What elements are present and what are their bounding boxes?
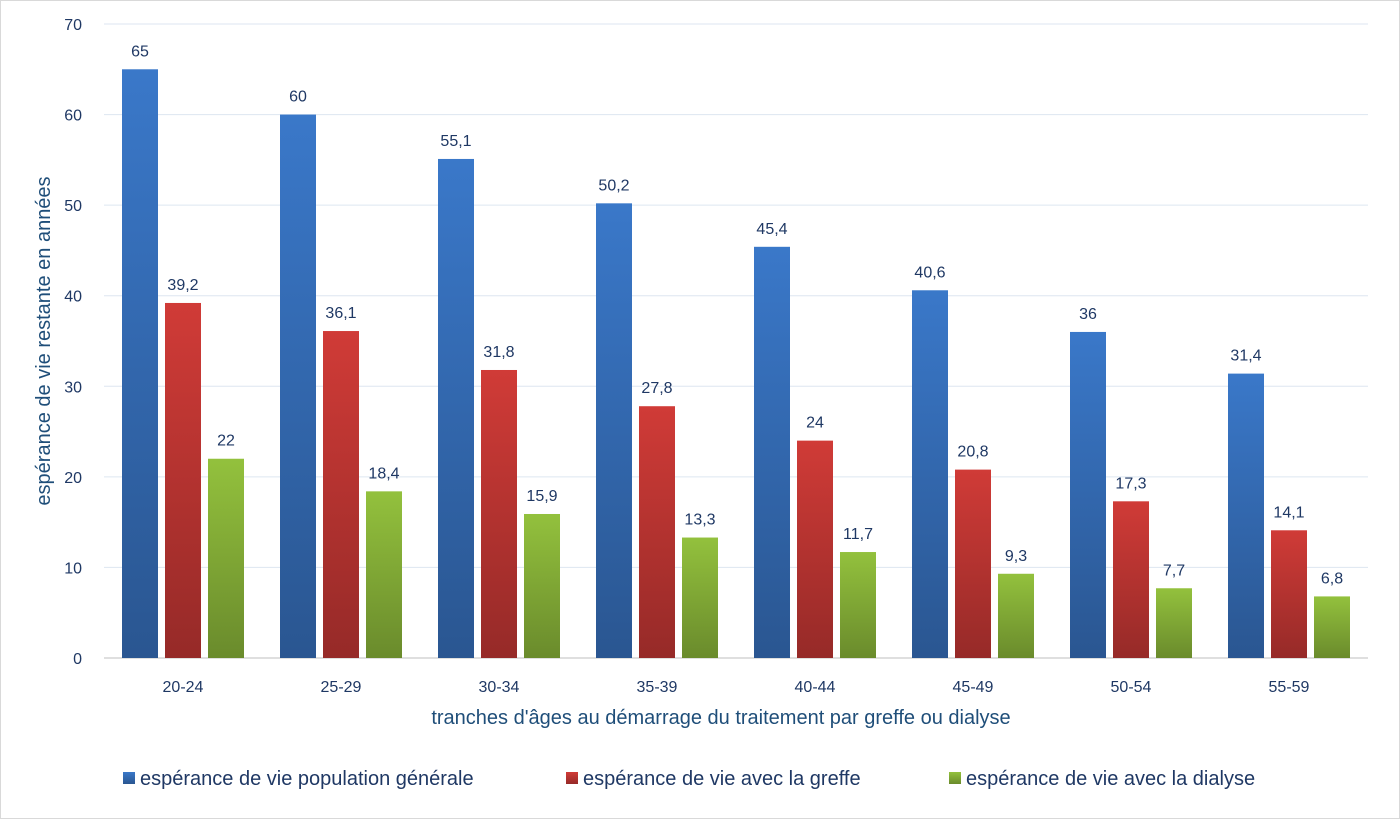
x-tick-label: 55-59 xyxy=(1269,679,1310,696)
x-axis-ticks: 20-24 25-29 30-34 35-39 40-44 45-49 50-54 55-59 xyxy=(163,679,1310,696)
bar xyxy=(1228,373,1264,658)
legend: espérance de vie population générale espé… xyxy=(123,768,1255,790)
x-tick-label: 45-49 xyxy=(953,679,994,696)
bar xyxy=(1156,588,1192,658)
x-tick-label: 20-24 xyxy=(163,679,204,696)
y-axis-title: espérance de vie restante en années xyxy=(33,176,55,505)
bar xyxy=(280,114,316,659)
x-tick-label: 30-34 xyxy=(479,679,520,696)
y-tick-label: 20 xyxy=(64,470,82,487)
bars xyxy=(122,69,1350,659)
data-label: 15,9 xyxy=(526,488,557,505)
y-tick-label: 0 xyxy=(73,651,82,668)
legend-label: espérance de vie avec la greffe xyxy=(583,768,861,790)
data-label: 22 xyxy=(217,433,235,450)
bar xyxy=(639,406,675,658)
data-labels: 65 39,2 22 60 36,1 18,4 55,1 31,8 15,9 50,2 27,8 13… xyxy=(131,43,1343,587)
data-label: 18,4 xyxy=(368,465,399,482)
bar xyxy=(1271,530,1307,658)
legend-label: espérance de vie avec la dialyse xyxy=(966,768,1255,790)
y-tick-label: 30 xyxy=(64,379,82,396)
data-label: 40,6 xyxy=(914,264,945,281)
bar xyxy=(323,331,359,658)
data-label: 60 xyxy=(289,89,307,106)
bar xyxy=(682,537,718,658)
data-label: 9,3 xyxy=(1005,548,1027,565)
y-tick-label: 10 xyxy=(64,560,82,577)
bar xyxy=(1070,331,1106,658)
y-tick-label: 50 xyxy=(64,198,82,215)
legend-swatch xyxy=(566,772,578,784)
bar xyxy=(208,458,244,658)
data-label: 6,8 xyxy=(1321,570,1343,587)
data-label: 65 xyxy=(131,43,149,60)
data-label: 36,1 xyxy=(325,305,356,322)
data-label: 36 xyxy=(1079,306,1097,323)
x-tick-label: 35-39 xyxy=(637,679,678,696)
bar xyxy=(912,290,948,658)
bar xyxy=(1314,596,1350,658)
data-label: 13,3 xyxy=(684,512,715,529)
x-axis-title: tranches d'âges au démarrage du traiteme… xyxy=(431,707,1010,729)
bar xyxy=(1113,501,1149,658)
y-axis-ticks: 0 10 20 30 40 50 60 70 xyxy=(64,17,82,668)
legend-swatch xyxy=(123,772,135,784)
bar xyxy=(122,69,158,659)
y-tick-label: 60 xyxy=(64,108,82,125)
data-label: 31,4 xyxy=(1230,348,1261,365)
data-label: 39,2 xyxy=(167,277,198,294)
bar xyxy=(366,491,402,658)
bar xyxy=(754,246,790,658)
data-label: 27,8 xyxy=(641,380,672,397)
y-tick-label: 70 xyxy=(64,17,82,34)
bar xyxy=(524,513,560,658)
data-label: 7,7 xyxy=(1163,562,1185,579)
data-label: 55,1 xyxy=(440,133,471,150)
bar xyxy=(797,440,833,658)
y-tick-label: 40 xyxy=(64,289,82,306)
legend-swatch xyxy=(949,772,961,784)
bar xyxy=(840,552,876,658)
x-tick-label: 40-44 xyxy=(795,679,836,696)
x-tick-label: 50-54 xyxy=(1111,679,1152,696)
x-tick-label: 25-29 xyxy=(321,679,362,696)
data-label: 50,2 xyxy=(598,177,629,194)
bar xyxy=(165,302,201,658)
data-label: 20,8 xyxy=(957,444,988,461)
bar xyxy=(998,573,1034,658)
bar xyxy=(481,369,517,658)
data-label: 31,8 xyxy=(483,344,514,361)
data-label: 45,4 xyxy=(756,221,787,238)
data-label: 17,3 xyxy=(1115,475,1146,492)
bar xyxy=(955,469,991,658)
bar xyxy=(438,158,474,659)
data-label: 14,1 xyxy=(1273,504,1304,521)
legend-label: espérance de vie population générale xyxy=(140,768,474,790)
data-label: 24 xyxy=(806,415,824,432)
bar xyxy=(596,203,632,658)
data-label: 11,7 xyxy=(843,526,873,543)
